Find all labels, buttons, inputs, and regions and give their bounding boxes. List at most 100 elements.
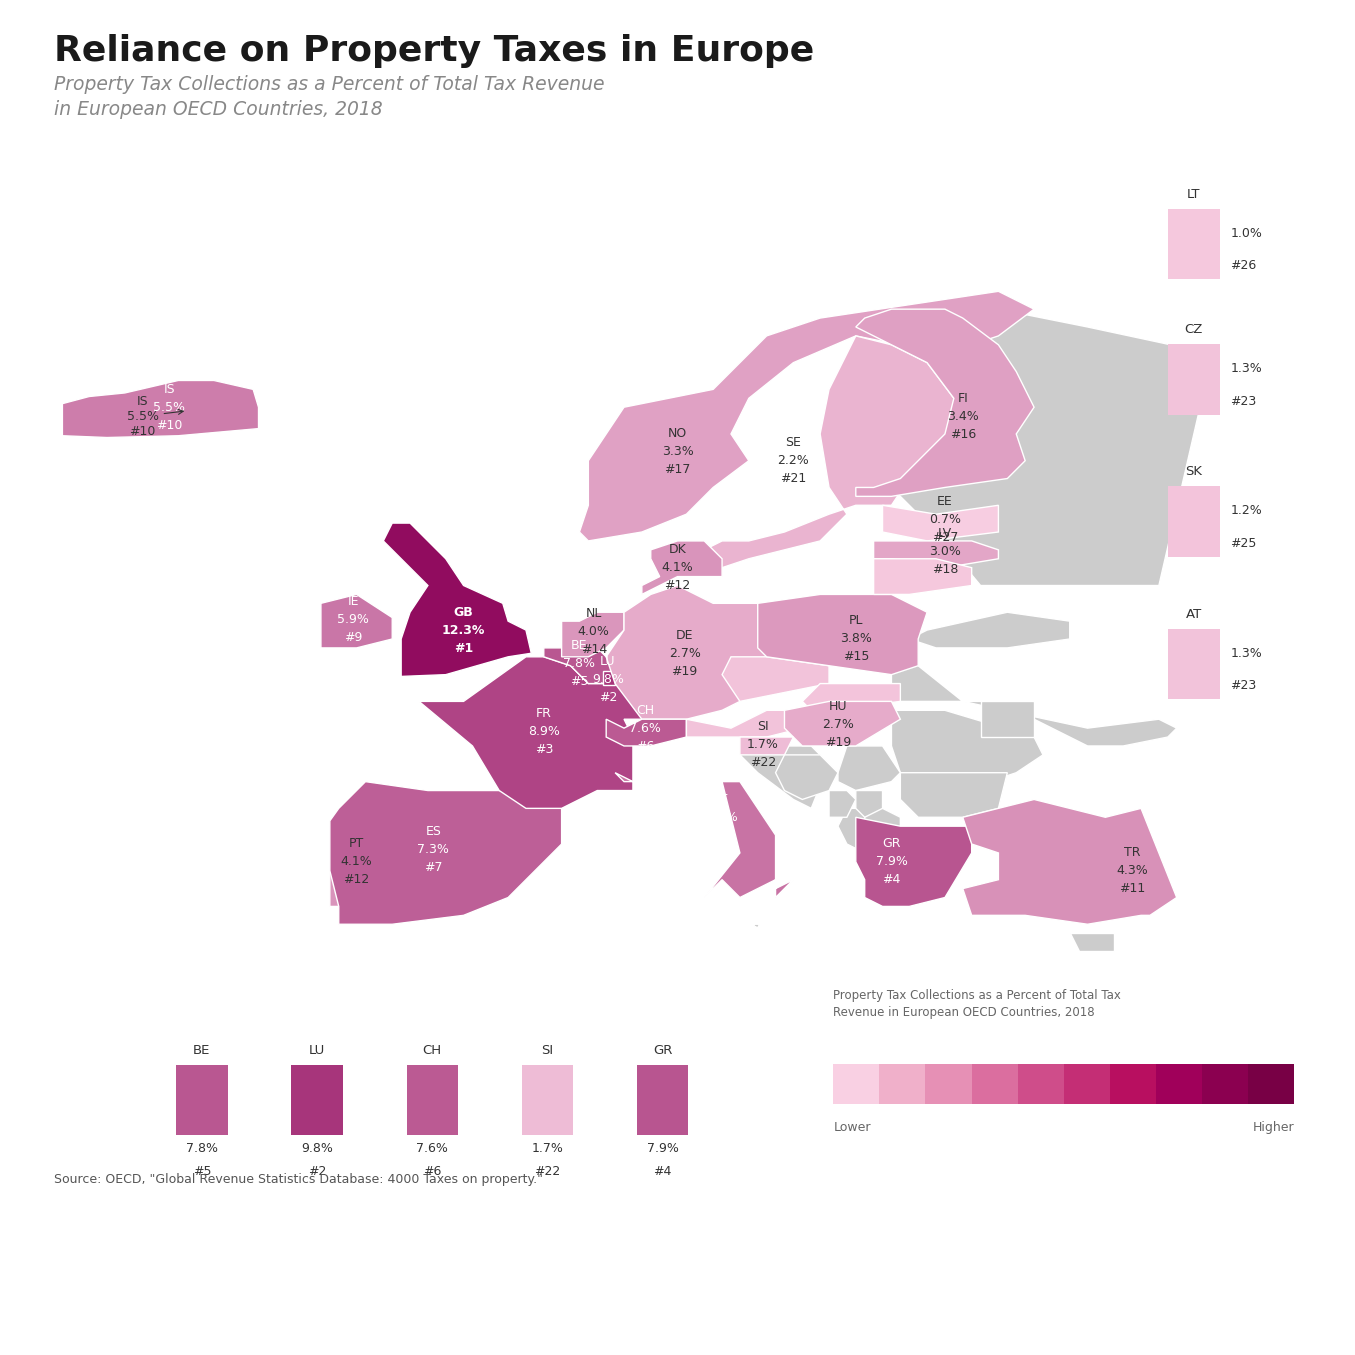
Polygon shape (856, 817, 972, 906)
Text: IT
6.1%
#8: IT 6.1% #8 (706, 793, 738, 841)
Text: 1.3%: 1.3% (1230, 646, 1262, 660)
Polygon shape (606, 720, 687, 747)
Text: SI
1.7%
#22: SI 1.7% #22 (747, 720, 779, 768)
Text: GR: GR (653, 1043, 672, 1057)
Text: 7.8%: 7.8% (186, 1142, 218, 1156)
Polygon shape (900, 772, 1007, 817)
Text: ES
7.3%
#7: ES 7.3% #7 (417, 825, 449, 874)
Text: GB
12.3%
#1: GB 12.3% #1 (442, 606, 485, 654)
Polygon shape (419, 657, 642, 809)
Polygon shape (874, 558, 972, 595)
Text: PT
4.1%
#12: PT 4.1% #12 (340, 837, 373, 886)
Text: #2: #2 (308, 1165, 327, 1179)
Polygon shape (740, 747, 829, 809)
Polygon shape (329, 817, 383, 906)
Polygon shape (755, 924, 760, 928)
Text: #4: #4 (653, 1165, 672, 1179)
Polygon shape (909, 612, 1069, 648)
Text: LU
9.8%
#2: LU 9.8% #2 (592, 656, 623, 705)
Polygon shape (874, 541, 999, 568)
Polygon shape (543, 648, 615, 683)
Text: 1.2%: 1.2% (1230, 504, 1262, 518)
Polygon shape (785, 702, 900, 747)
Polygon shape (606, 585, 767, 720)
Text: IS
5.5%
#10: IS 5.5% #10 (153, 382, 186, 432)
Polygon shape (615, 772, 820, 897)
Text: SE
2.2%
#21: SE 2.2% #21 (778, 436, 809, 485)
Text: 7.6%: 7.6% (416, 1142, 449, 1156)
Polygon shape (695, 336, 963, 577)
Text: Lower: Lower (833, 1121, 871, 1134)
Text: 1.7%: 1.7% (531, 1142, 564, 1156)
Text: LU: LU (309, 1043, 325, 1057)
Polygon shape (757, 595, 927, 675)
Polygon shape (856, 790, 882, 817)
Text: NO
3.3%
#17: NO 3.3% #17 (661, 427, 694, 477)
Text: @TaxFoundation: @TaxFoundation (1134, 1295, 1314, 1314)
Polygon shape (526, 805, 530, 809)
Text: #23: #23 (1230, 394, 1256, 408)
Text: 1.3%: 1.3% (1230, 362, 1262, 375)
Text: Property Tax Collections as a Percent of Total Tax Revenue
in European OECD Coun: Property Tax Collections as a Percent of… (54, 75, 604, 118)
Polygon shape (687, 710, 802, 737)
Text: TR
4.3%
#11: TR 4.3% #11 (1117, 847, 1148, 896)
Polygon shape (740, 737, 794, 755)
Polygon shape (802, 683, 900, 710)
Text: #25: #25 (1230, 537, 1256, 550)
Text: 9.8%: 9.8% (301, 1142, 333, 1156)
Text: CZ: CZ (1184, 322, 1203, 336)
Polygon shape (561, 612, 625, 657)
Text: PL
3.8%
#15: PL 3.8% #15 (840, 614, 871, 664)
Text: GR
7.9%
#4: GR 7.9% #4 (875, 837, 908, 886)
Text: EE
0.7%
#27: EE 0.7% #27 (930, 495, 961, 545)
Polygon shape (882, 505, 999, 541)
Polygon shape (864, 809, 900, 835)
Polygon shape (62, 381, 259, 438)
Polygon shape (775, 755, 837, 799)
Polygon shape (329, 782, 561, 924)
Polygon shape (892, 309, 1213, 585)
Polygon shape (722, 657, 829, 702)
Text: IE
5.9%
#9: IE 5.9% #9 (337, 595, 369, 644)
Text: #5: #5 (192, 1165, 211, 1179)
Text: HU
2.7%
#19: HU 2.7% #19 (822, 701, 854, 749)
Text: FR
8.9%
#3: FR 8.9% #3 (528, 707, 560, 756)
Text: BE
7.8%
#5: BE 7.8% #5 (564, 640, 595, 688)
Polygon shape (603, 671, 615, 686)
Text: #23: #23 (1230, 679, 1256, 692)
Polygon shape (892, 710, 1043, 782)
Text: DK
4.1%
#12: DK 4.1% #12 (661, 543, 694, 592)
Text: Reliance on Property Taxes in Europe: Reliance on Property Taxes in Europe (54, 34, 814, 68)
Text: BE: BE (194, 1043, 210, 1057)
Polygon shape (837, 747, 900, 790)
Polygon shape (829, 790, 856, 817)
Polygon shape (892, 657, 1176, 747)
Text: DE
2.7%
#19: DE 2.7% #19 (669, 629, 701, 678)
Text: Higher: Higher (1252, 1121, 1294, 1134)
Text: IS
5.5%
#10: IS 5.5% #10 (126, 394, 183, 438)
Text: SI: SI (542, 1043, 553, 1057)
Polygon shape (963, 799, 1176, 924)
Text: TAX FOUNDATION: TAX FOUNDATION (41, 1295, 234, 1314)
Text: LV
3.0%
#18: LV 3.0% #18 (930, 527, 961, 576)
Text: LT: LT (1187, 187, 1201, 201)
Text: #22: #22 (534, 1165, 561, 1179)
Text: #26: #26 (1230, 259, 1256, 272)
Text: 7.9%: 7.9% (646, 1142, 679, 1156)
Polygon shape (981, 702, 1034, 737)
Text: CH
7.6%
#6: CH 7.6% #6 (630, 703, 661, 752)
Text: #6: #6 (423, 1165, 442, 1179)
Text: 1.0%: 1.0% (1230, 226, 1263, 240)
Polygon shape (642, 541, 722, 595)
Polygon shape (383, 523, 531, 676)
Text: AT: AT (1186, 607, 1202, 621)
Text: CH: CH (423, 1043, 442, 1057)
Text: FI
3.4%
#16: FI 3.4% #16 (947, 392, 978, 440)
Polygon shape (856, 309, 1034, 496)
Polygon shape (580, 291, 1034, 541)
Text: NL
4.0%
#14: NL 4.0% #14 (577, 607, 610, 656)
Text: SK: SK (1186, 465, 1202, 478)
Polygon shape (1069, 934, 1114, 951)
Polygon shape (837, 809, 874, 852)
Polygon shape (668, 720, 672, 728)
